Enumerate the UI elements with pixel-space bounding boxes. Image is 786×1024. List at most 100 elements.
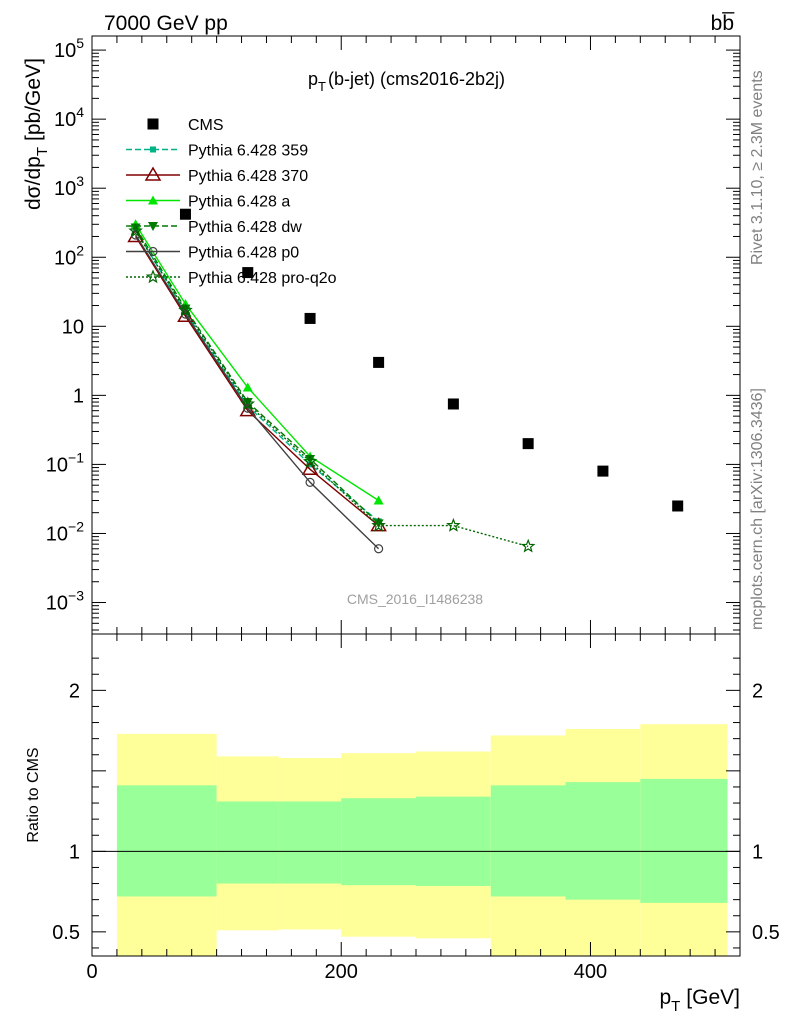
- ylabel-main: dσ/dp: [22, 156, 45, 210]
- data-point: [305, 454, 316, 464]
- y-tick-base: 10: [46, 523, 68, 545]
- data-point: [522, 438, 534, 450]
- ratio-panel: 0.5 0.5 1 1 2 2 0 200 400 Ratio to CMS pT [GeV]: [25, 633, 780, 1015]
- y-tick-label: 103: [54, 173, 84, 200]
- y-tick-base: 10: [46, 593, 68, 615]
- data-point: [373, 356, 385, 368]
- legend-marker: [145, 269, 161, 284]
- ratio-y-tick-label-right: 2: [752, 680, 763, 702]
- x-tick-label: 0: [86, 961, 97, 983]
- data-point: [179, 208, 191, 220]
- data-point: [373, 495, 384, 505]
- plot-title: pT (b-jet) (cms2016-2b2j): [308, 69, 505, 94]
- y-tick-label: 104: [54, 104, 84, 131]
- y-tick-base: 10: [54, 40, 76, 62]
- y-tick-base: 1: [73, 385, 84, 407]
- x-axis-label: pT [GeV]: [659, 986, 740, 1015]
- legend-marker: [148, 246, 158, 257]
- y-tick-exp: −2: [68, 518, 84, 534]
- svg-text:dσ/dpT[pb/GeV]: dσ/dpT [pb/GeV]: [22, 58, 51, 210]
- legend-entry: Pythia 6.428 dw: [126, 219, 302, 236]
- data-point: [304, 312, 316, 324]
- title-main: p: [308, 69, 318, 89]
- data-point: [242, 382, 253, 392]
- ratio-stat-band: [216, 801, 279, 884]
- legend-label: Pythia 6.428 359: [188, 143, 308, 160]
- legend-marker: [148, 195, 158, 205]
- series-line: [135, 230, 529, 548]
- ratio-y-tick-label: 1: [69, 841, 80, 863]
- xlabel-sub: T: [671, 998, 680, 1015]
- ratio-stat-band: [565, 782, 641, 900]
- xlabel-main: p: [659, 986, 671, 1009]
- ratio-y-tick-label: 2: [69, 680, 80, 702]
- ratio-stat-band: [341, 798, 416, 886]
- data-point: [672, 500, 684, 512]
- svg-text:pT[GeV]: pT [GeV]: [659, 986, 740, 1015]
- legend-entry: CMS: [147, 117, 224, 134]
- data-point: [240, 396, 256, 411]
- mcplots-label: mcplots.cern.ch [arXiv:1306.3436]: [749, 388, 766, 630]
- legend-marker: [144, 166, 162, 181]
- header-right: bb̅: [711, 12, 736, 35]
- legend: CMS Pythia 6.428 359 Pythia 6.428 370 Pythi…: [126, 117, 337, 287]
- y-tick-exp: 4: [76, 104, 84, 120]
- legend-marker: [148, 222, 158, 231]
- title-sub: T: [318, 79, 326, 94]
- legend-label: Pythia 6.428 dw: [188, 219, 302, 236]
- ratio-y-tick-label-right: 0.5: [752, 922, 780, 944]
- y-tick-label: 10−2: [46, 518, 84, 545]
- y-tick-exp: −1: [68, 449, 84, 465]
- y-tick-label: 10−1: [46, 449, 84, 476]
- main-x-ticks: [91, 36, 741, 634]
- ratio-y-tick-label-right: 1: [752, 841, 763, 863]
- y-axis-label: dσ/dpT [pb/GeV]: [22, 58, 51, 210]
- data-point: [302, 454, 318, 468]
- series-line: [135, 223, 379, 502]
- data-point: [128, 223, 143, 238]
- legend-label: Pythia 6.428 pro-q2o: [188, 270, 337, 287]
- legend-label: Pythia 6.428 p0: [188, 245, 299, 262]
- header-left: 7000 GeV pp: [104, 12, 228, 35]
- xlabel-rest: [GeV]: [686, 986, 740, 1009]
- legend-marker: [150, 146, 156, 153]
- ratio-y-tick-label: 0.5: [52, 922, 80, 944]
- data-point: [371, 517, 386, 532]
- ratio-bands: [116, 724, 728, 956]
- data-point: [446, 517, 461, 532]
- legend-entry: Pythia 6.428 pro-q2o: [126, 269, 337, 287]
- series-3: [130, 219, 384, 505]
- ratio-y-ticks: 0.5 0.5 1 1 2 2: [52, 657, 780, 949]
- legend-entry: Pythia 6.428 a: [126, 194, 290, 211]
- data-point: [520, 538, 536, 553]
- y-tick-label: 10: [62, 316, 84, 338]
- data-point: [370, 517, 387, 532]
- y-tick-base: 10: [54, 178, 76, 200]
- ratio-stat-band: [278, 801, 342, 884]
- legend-marker: [147, 118, 159, 130]
- legend-entry: Pythia 6.428 359: [126, 143, 308, 160]
- y-tick-exp: 3: [76, 173, 84, 189]
- data-point: [242, 267, 254, 279]
- legend-entry: Pythia 6.428 370: [126, 166, 308, 185]
- title-rest: (b-jet) (cms2016-2b2j): [328, 69, 505, 89]
- y-tick-label: 1: [73, 385, 84, 407]
- y-tick-label: 10−3: [46, 588, 84, 615]
- y-tick-base: 10: [54, 247, 76, 269]
- data-point: [178, 302, 193, 317]
- y-tick-exp: −3: [68, 588, 84, 604]
- data-point: [373, 519, 384, 529]
- y-tick-exp: 5: [76, 35, 84, 51]
- series-layer: [127, 208, 684, 554]
- series-0: [179, 208, 684, 512]
- ylabel-sub: T: [34, 147, 51, 156]
- y-tick-base: 10: [46, 454, 68, 476]
- data-point: [447, 398, 459, 410]
- series-line: [135, 234, 380, 550]
- ratio-stat-band: [640, 778, 728, 903]
- svg-text:pT(b-jet) (cms2016-2b2j): pT (b-jet) (cms2016-2b2j): [308, 69, 505, 94]
- x-tick-label: 400: [574, 961, 607, 983]
